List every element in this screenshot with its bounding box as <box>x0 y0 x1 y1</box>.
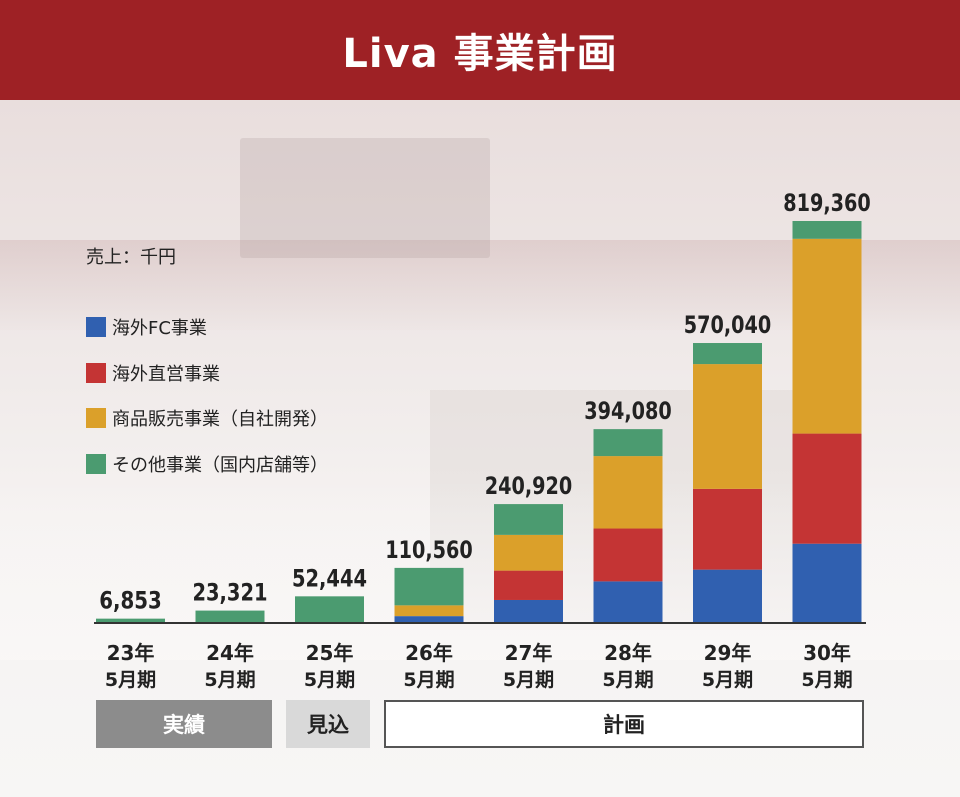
unit-label: 売上：千円 <box>86 247 176 268</box>
bar-segment <box>494 570 563 600</box>
x-tick-period: 5月期 <box>204 669 255 691</box>
x-tick-period: 5月期 <box>602 669 653 691</box>
x-tick-year: 25年 <box>306 641 354 665</box>
x-tick-period: 5月期 <box>304 669 355 691</box>
bar-segment <box>693 343 762 365</box>
bar-segment <box>494 534 563 571</box>
x-tick-year: 29年 <box>704 641 752 665</box>
x-tick-period: 5月期 <box>105 669 156 691</box>
bar-segment <box>593 528 663 582</box>
x-tick-period: 5月期 <box>702 669 753 691</box>
bar-total-label: 394,080 <box>584 397 672 425</box>
legend-label: 商品販売事業（自社開発） <box>112 409 328 430</box>
x-tick-period: 5月期 <box>801 669 852 691</box>
legend-item-other-business: その他事業（国内店舗等） <box>86 453 328 476</box>
bar-segment <box>693 569 762 622</box>
bar-total-label: 110,560 <box>385 536 473 564</box>
period-group-estimate: 見込 <box>286 700 370 748</box>
bar-segment <box>195 610 265 622</box>
bar-segment <box>792 433 862 544</box>
x-tick-period: 5月期 <box>403 669 454 691</box>
legend-swatch <box>86 453 106 474</box>
legend-label: その他事業（国内店舗等） <box>112 454 328 476</box>
chart-legend: 海外FC事業 海外直営事業 商品販売事業（自社開発） その他事業（国内店舗等） <box>86 316 328 498</box>
bar-segment <box>593 456 663 529</box>
bar-segment <box>693 364 762 489</box>
legend-item-overseas-fc: 海外FC事業 <box>86 316 328 339</box>
x-tick-year: 28年 <box>604 641 652 665</box>
legend-label: 海外FC事業 <box>112 318 207 339</box>
legend-item-overseas-direct: 海外直営事業 <box>86 362 328 385</box>
bar-total-label: 819,360 <box>783 189 871 217</box>
legend-label: 海外直営事業 <box>112 363 220 385</box>
bar-segment <box>693 488 762 570</box>
x-tick-year: 23年 <box>107 641 155 665</box>
bar-segment <box>494 504 563 535</box>
bar-segment <box>394 616 464 622</box>
x-tick-period: 5月期 <box>503 669 554 691</box>
bar-segment <box>792 543 862 622</box>
legend-swatch <box>86 408 106 428</box>
bar-total-label: 6,853 <box>99 587 162 615</box>
bar-segment <box>593 429 663 457</box>
bar-total-label: 570,040 <box>684 311 772 339</box>
x-tick-year: 30年 <box>803 641 851 665</box>
bar-total-label: 52,444 <box>292 564 367 592</box>
bar-total-label: 23,321 <box>193 579 268 607</box>
x-tick-year: 27年 <box>505 641 553 665</box>
bar-segment <box>96 618 165 622</box>
legend-swatch <box>86 317 106 337</box>
background-store-sign <box>240 138 490 258</box>
bar-segment <box>394 605 464 617</box>
bar-segment <box>792 221 862 239</box>
legend-item-product-sales: 商品販売事業（自社開発） <box>86 407 328 430</box>
bar-segment <box>295 596 364 622</box>
period-group-plan: 計画 <box>384 700 864 748</box>
bar-total-label: 240,920 <box>485 472 573 500</box>
period-group-actual: 実績 <box>96 700 272 748</box>
page-title: Liva 事業計画 <box>0 0 960 100</box>
page-title-text: Liva 事業計画 <box>342 31 618 77</box>
bar-segment <box>394 567 464 606</box>
bar-segment <box>494 599 563 622</box>
x-tick-year: 26年 <box>405 641 453 665</box>
legend-swatch <box>86 362 106 383</box>
x-tick-year: 24年 <box>206 641 254 665</box>
bar-segment <box>593 581 663 622</box>
bar-segment <box>792 238 862 434</box>
